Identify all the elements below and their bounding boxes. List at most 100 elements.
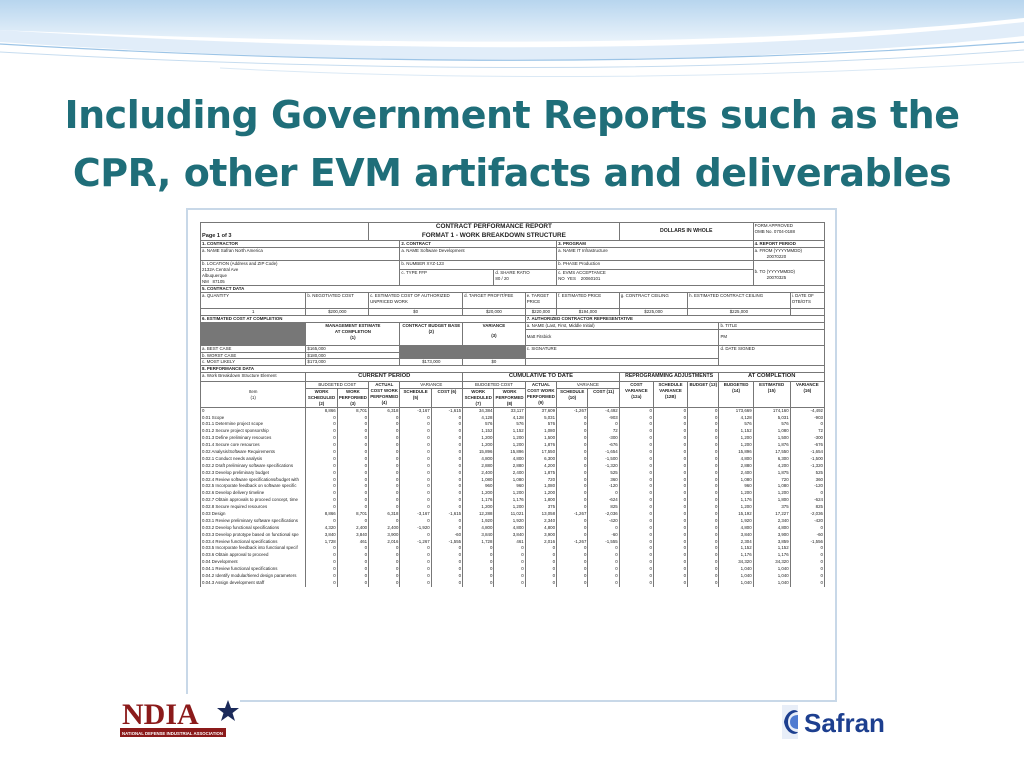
wbs-cell: 0	[399, 414, 432, 422]
best-case-value: $165,000	[305, 344, 401, 353]
wbs-cell: 0	[430, 469, 464, 477]
period-from: a. FROM (YYYYMMDD) 20070220	[752, 247, 826, 262]
col-estimated: ESTIMATED (15)	[752, 381, 791, 408]
wbs-cell: 825	[587, 504, 620, 511]
cd-val-est-contract-ceiling: $225,000	[687, 307, 791, 316]
table-row: 0.02.3 Develop preliminary budget 0 0 0 0 0 2,…	[199, 469, 826, 477]
wbs-cell: 0	[305, 469, 338, 477]
wbs-element-label: 0.03.4 Review functional specifications	[199, 538, 307, 546]
wbs-cell: 0	[430, 448, 464, 456]
wbs-cell: 0	[789, 421, 826, 429]
wbs-cell: 0	[652, 524, 689, 532]
wbs-cell: 1,876	[752, 442, 791, 449]
table-row: 0.01.4 Secure core resources 0 0 0 0 0 1,200 1,…	[199, 442, 826, 449]
col-cp-cost: COST (6)	[430, 388, 464, 408]
wbs-cell: 1,040	[718, 566, 754, 573]
wbs-cell: -2,036	[789, 510, 826, 518]
wbs-cell: 0	[305, 572, 338, 580]
rep-title-label: b. TITLE	[718, 321, 825, 330]
table-row: 0.01.2 Secure project sponsorship 0 0 0 0 0 1,…	[199, 428, 826, 436]
wbs-cell: 1,875	[524, 469, 558, 477]
wbs-cell: 0	[687, 524, 720, 532]
wbs-cell: 0	[336, 448, 370, 456]
wbs-cell: 0	[430, 517, 464, 525]
address-line-1: 2132A Central Ave	[202, 267, 239, 273]
most-likely-cbb: $173,000	[399, 358, 464, 367]
wbs-cell: 0	[618, 455, 654, 463]
wbs-cell: 0	[430, 462, 464, 470]
wbs-cell: -903	[587, 414, 620, 422]
report-period-header: 4. REPORT PERIOD	[752, 240, 826, 249]
wbs-cell: -1,654	[587, 448, 620, 456]
wbs-cell: 0	[652, 497, 689, 505]
cd-val-estimated-price: $194,000	[556, 307, 620, 316]
wbs-cell: 0	[652, 421, 689, 429]
wbs-cell: -4,492	[587, 407, 620, 415]
wbs-cell: 1,040	[752, 566, 791, 573]
wbs-element-label: 0.04.1 Review functional specifications	[199, 566, 307, 573]
wbs-cell: 0	[652, 510, 689, 518]
wbs-cell: 2,400	[718, 469, 754, 477]
wbs-cell: 0	[618, 442, 654, 449]
cd-col-negotiated-cost: b. NEGOTIATED COST	[305, 291, 370, 309]
ndia-logo: NDIA NATIONAL DEFENSE INDUSTRIAL ASSOCIA…	[118, 694, 240, 740]
rep-name-label: a. NAME (Last, First, Middle Initial)	[524, 321, 720, 330]
wbs-cell: 0	[368, 490, 401, 498]
location-label: b. LOCATION (Address and ZIP Code)	[202, 261, 278, 267]
wbs-cell: 576	[752, 421, 791, 429]
wbs-cell: 0	[556, 455, 589, 463]
wbs-cell: 15,896	[462, 448, 495, 456]
wbs-cell: 0	[687, 421, 720, 429]
wbs-cell: 3,840	[493, 531, 526, 539]
wbs-cell: 0	[430, 545, 464, 553]
wbs-cell: 0	[430, 559, 464, 567]
wbs-cell: 0	[462, 579, 495, 587]
contract-data-header: 5. CONTRACT DATA	[200, 284, 825, 293]
item-col-number: (1)	[250, 394, 256, 400]
wbs-element-label: 0.01 Scope	[199, 414, 307, 422]
program-phase: b. PHASE Production	[556, 260, 754, 270]
wbs-cell: 0	[305, 421, 338, 429]
wbs-cell: 6,318	[368, 407, 401, 415]
wbs-cell: 0	[556, 497, 589, 505]
wbs-cell: 0	[399, 531, 432, 539]
wbs-cell: 0	[618, 552, 654, 560]
wbs-cell: 0	[430, 483, 464, 491]
wbs-cell: 0	[687, 483, 720, 491]
wbs-cell: 5,031	[524, 414, 558, 422]
report-units: DOLLARS IN WHOLE	[618, 221, 754, 242]
col-cp-work-scheduled: WORK SCHEDULED (2)	[305, 388, 338, 408]
wbs-cell: 0	[652, 559, 689, 567]
wbs-cell: 0	[336, 483, 370, 491]
wbs-cell: 0	[556, 572, 589, 580]
wbs-cell: 0	[336, 476, 370, 484]
wbs-cell: 0	[652, 469, 689, 477]
mgmt-estimate-label: MANAGEMENT ESTIMATE	[325, 322, 381, 328]
wbs-cell: 0	[687, 469, 720, 477]
wbs-cell: 0	[368, 572, 401, 580]
address-state: NM	[202, 278, 209, 284]
wbs-cell: 0	[336, 517, 370, 525]
wbs-cell: 0	[430, 524, 464, 532]
cp-budgeted-cost: BUDGETED COST	[305, 381, 370, 390]
wbs-cell: 0	[399, 490, 432, 498]
col-budget: BUDGET (13)	[687, 381, 720, 408]
rep-title: PM	[718, 328, 825, 346]
wbs-cell: 0	[687, 538, 720, 546]
wbs-cell: 0	[687, 545, 720, 553]
wbs-cell: 1,040	[718, 572, 754, 580]
wbs-cell: 0	[336, 442, 370, 449]
contract-header: 2. CONTRACT	[399, 240, 558, 249]
wbs-cell: -1,267	[556, 510, 589, 518]
wbs-cell: 174,160	[752, 407, 791, 415]
current-period-header: CURRENT PERIOD	[305, 372, 464, 383]
best-case-var-shaded	[462, 344, 526, 353]
wbs-cell: 0	[493, 552, 526, 560]
wbs-cell: 15,896	[493, 448, 526, 456]
wbs-cell: 0	[524, 559, 558, 567]
wbs-cell: 0	[556, 448, 589, 456]
wbs-cell: 0	[687, 566, 720, 573]
wbs-cell: 0	[618, 572, 654, 580]
wbs-cell: 0	[618, 559, 654, 567]
wbs-cell: 0	[336, 545, 370, 553]
